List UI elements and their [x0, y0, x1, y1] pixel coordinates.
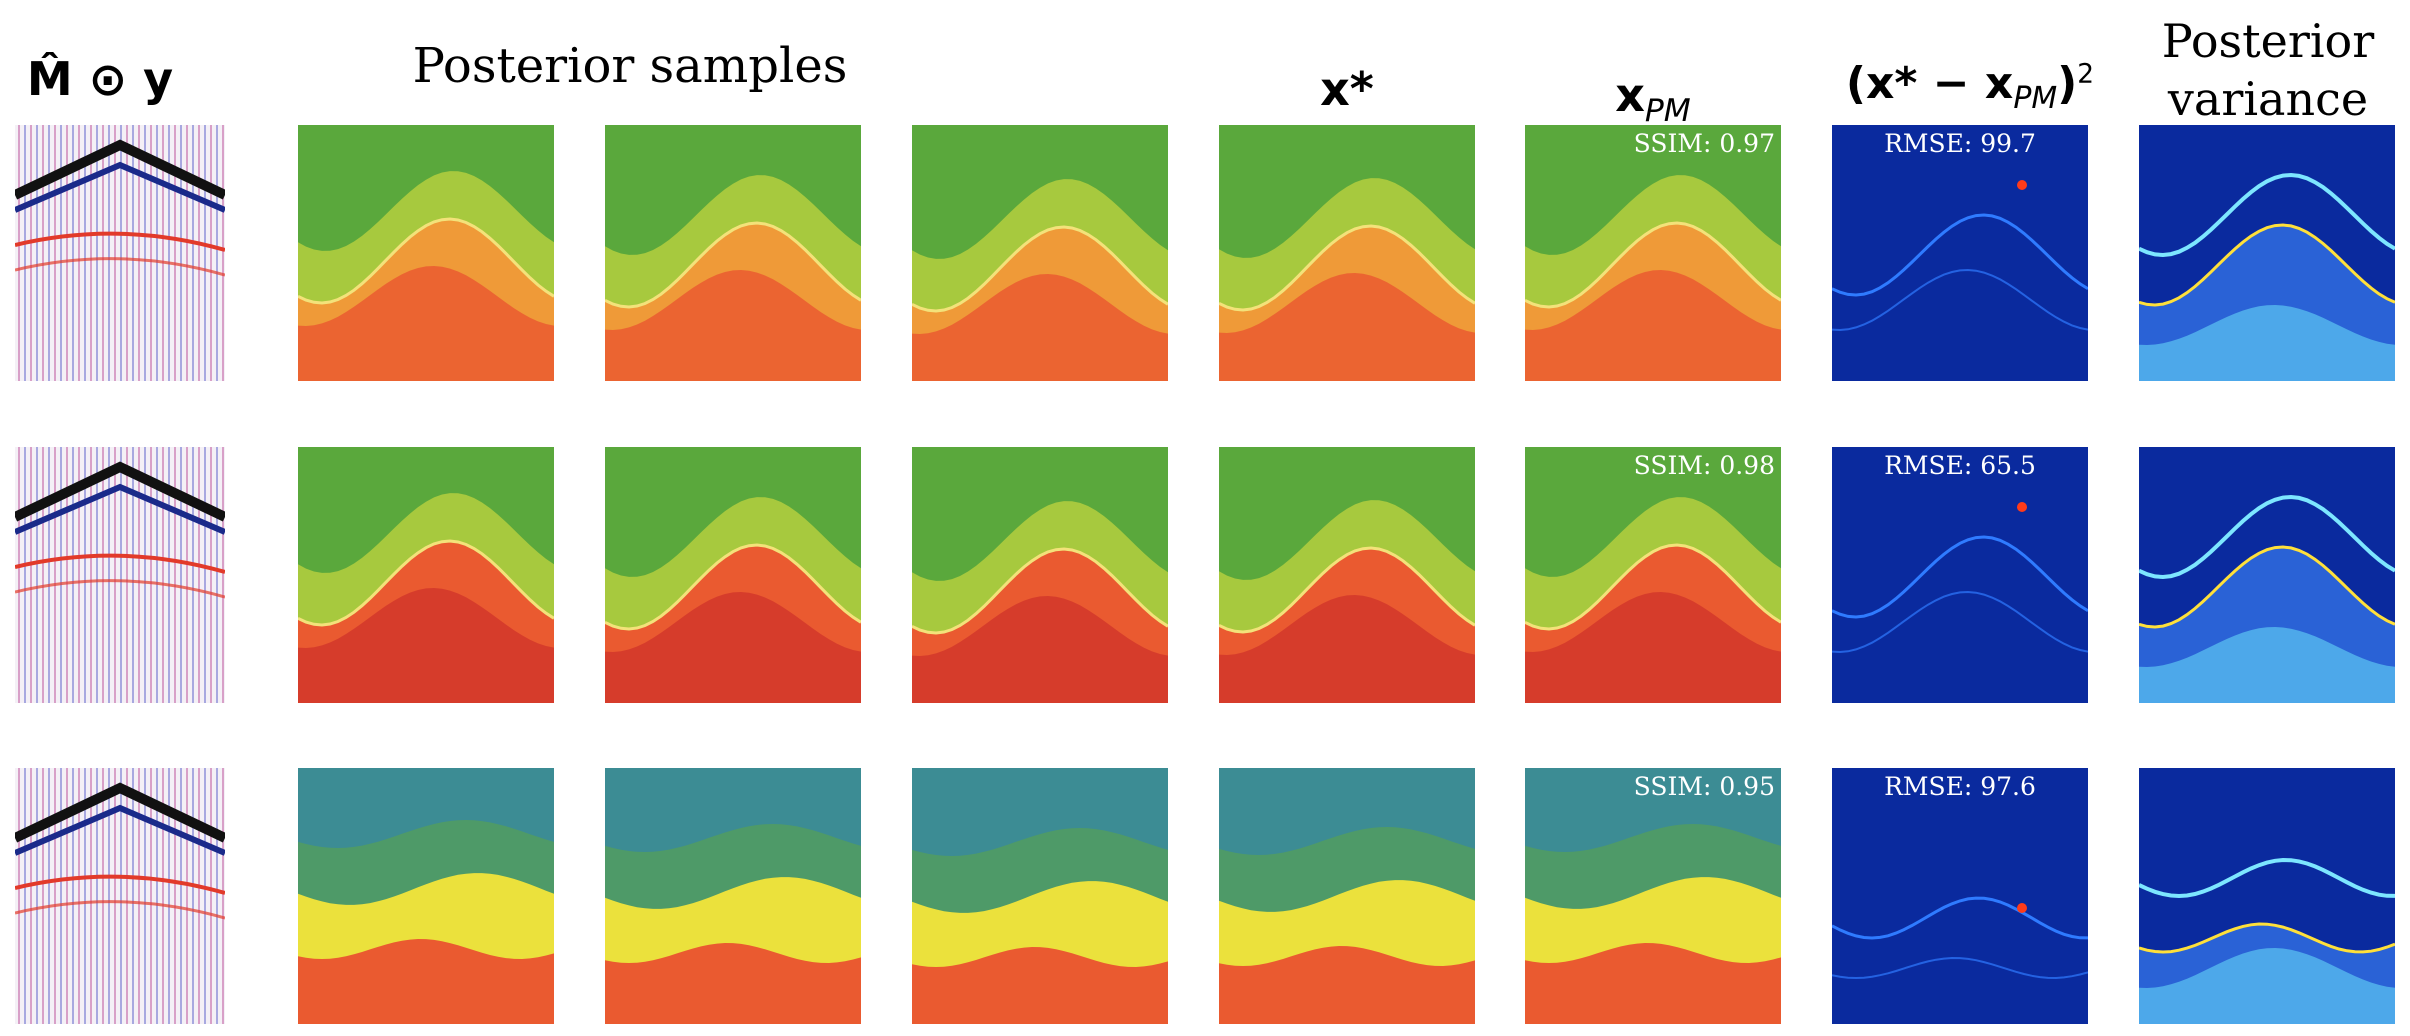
masked-data-panel-row-1	[15, 125, 225, 381]
variance-line-1: Posterior	[2161, 14, 2375, 68]
ground-truth-panel-row-3	[1219, 768, 1475, 1024]
ssim-label: SSIM: 0.98	[1633, 451, 1775, 480]
ground-truth-panel-row-2	[1219, 447, 1475, 703]
squared-error-panel-row-2: RMSE: 65.5	[1832, 447, 2088, 703]
variance-line-2: variance	[2167, 72, 2369, 126]
err-superscript: 2	[2077, 58, 2095, 90]
err-open: (x* − x	[1845, 58, 2014, 109]
x-pm-subscript: PM	[1644, 93, 1691, 130]
posterior-mean-panel-row-1: SSIM: 0.97	[1525, 125, 1781, 381]
posterior-sample-panel-row-3	[912, 768, 1168, 1024]
posterior-sample-panel-row-1	[605, 125, 861, 381]
err-subscript: PM	[2013, 80, 2058, 116]
masked-data-panel-row-3	[15, 768, 225, 1024]
posterior-sample-panel-row-2	[912, 447, 1168, 703]
posterior-variance-panel-row-3	[2139, 768, 2395, 1024]
posterior-sample-panel-row-1	[912, 125, 1168, 381]
header-masked-data: M̂ ⊙ y	[26, 52, 174, 106]
header-squared-error: (x* − xPM)2	[1820, 58, 2120, 116]
header-x-pm: xPM	[1525, 68, 1781, 129]
header-x-star: x*	[1320, 62, 1374, 116]
ssim-label: SSIM: 0.97	[1633, 129, 1775, 158]
posterior-variance-panel-row-1	[2139, 125, 2395, 381]
masked-data-panel-row-2	[15, 447, 225, 703]
ssim-label: SSIM: 0.95	[1633, 772, 1775, 801]
rmse-label: RMSE: 65.5	[1884, 451, 2036, 480]
ground-truth-panel-row-1	[1219, 125, 1475, 381]
posterior-sample-panel-row-1	[298, 125, 554, 381]
header-posterior-variance: Posterior variance	[2140, 12, 2396, 128]
err-close: )	[2057, 58, 2078, 109]
posterior-mean-panel-row-2: SSIM: 0.98	[1525, 447, 1781, 703]
rmse-label: RMSE: 97.6	[1884, 772, 2036, 801]
posterior-mean-panel-row-3: SSIM: 0.95	[1525, 768, 1781, 1024]
header-posterior-samples: Posterior samples	[412, 38, 848, 94]
rmse-label: RMSE: 99.7	[1884, 129, 2036, 158]
squared-error-panel-row-3: RMSE: 97.6	[1832, 768, 2088, 1024]
x-pm-symbol: x	[1615, 68, 1645, 122]
posterior-sample-panel-row-2	[605, 447, 861, 703]
posterior-sample-panel-row-3	[298, 768, 554, 1024]
posterior-sample-panel-row-3	[605, 768, 861, 1024]
posterior-sample-panel-row-2	[298, 447, 554, 703]
squared-error-panel-row-1: RMSE: 99.7	[1832, 125, 2088, 381]
posterior-variance-panel-row-2	[2139, 447, 2395, 703]
